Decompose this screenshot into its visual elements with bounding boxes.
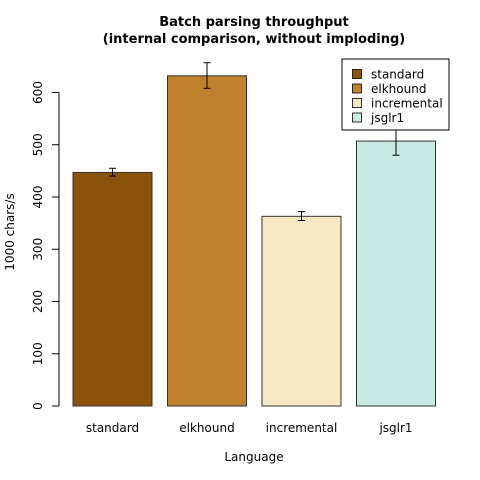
bars-group	[72, 75, 436, 407]
legend-swatch-standard	[352, 69, 362, 79]
y-tick-label: 300	[31, 238, 45, 261]
y-tick-label: 500	[31, 133, 45, 156]
y-tick-label: 100	[31, 342, 45, 365]
chart-subtitle: (internal comparison, without imploding)	[103, 32, 405, 47]
y-axis: 0 100 200 300 400 500 600	[31, 81, 60, 410]
legend-label: incremental	[371, 96, 443, 110]
y-tick-label: 400	[31, 186, 45, 209]
legend-swatch-elkhound	[352, 83, 362, 94]
bar-standard	[72, 171, 153, 407]
legend-swatch-incremental	[352, 98, 362, 108]
x-tick-label: incremental	[266, 421, 338, 435]
legend-swatch-jsglr1	[352, 112, 362, 123]
bar-incremental	[261, 215, 342, 407]
legend-label: standard	[371, 67, 424, 81]
legend-label: elkhound	[371, 82, 426, 96]
legend-label: jsglr1	[370, 111, 404, 125]
y-tick-label: 200	[31, 290, 45, 313]
chart-title: Batch parsing throughput	[159, 15, 349, 30]
y-tick-label: 600	[31, 81, 45, 104]
y-tick-label: 0	[31, 402, 45, 410]
x-tick-label: standard	[86, 421, 139, 435]
x-axis-title: Language	[224, 450, 283, 464]
bar-jsglr1	[356, 140, 436, 407]
x-tick-label: jsglr1	[378, 421, 412, 435]
bar-elkhound	[167, 75, 247, 407]
x-tick-label: elkhound	[179, 421, 234, 435]
x-axis-labels: standard elkhound incremental jsglr1	[86, 421, 413, 435]
y-axis-title: 1000 chars/s	[3, 193, 17, 270]
